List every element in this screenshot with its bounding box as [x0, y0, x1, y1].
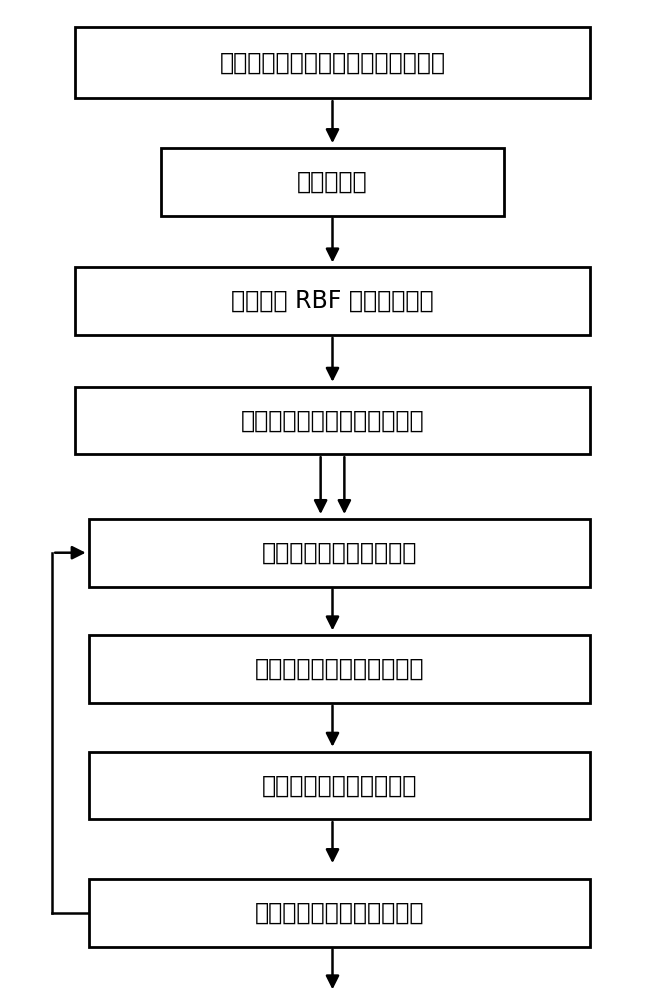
- Bar: [161, 148, 504, 216]
- Text: 计算误差矩阵和监测指标向量: 计算误差矩阵和监测指标向量: [241, 408, 424, 432]
- Text: 归一化处理: 归一化处理: [297, 170, 368, 194]
- Bar: [88, 635, 590, 703]
- Bar: [75, 27, 590, 98]
- Text: 搭建稀疏 RBF 神经网络模型: 搭建稀疏 RBF 神经网络模型: [231, 289, 434, 313]
- Text: 确定光伏电板可测量数据并采集数据: 确定光伏电板可测量数据并采集数据: [219, 50, 446, 74]
- Bar: [75, 387, 590, 454]
- Bar: [88, 519, 590, 587]
- Text: 归一化处理后当成输入向量: 归一化处理后当成输入向量: [254, 657, 424, 681]
- Bar: [75, 267, 590, 335]
- Text: 计算输出向量与监测指标: 计算输出向量与监测指标: [261, 773, 417, 797]
- Bar: [88, 752, 590, 819]
- Text: 最新采样时刻的样本数据: 最新采样时刻的样本数据: [261, 541, 417, 565]
- Bar: [88, 879, 590, 947]
- Text: 判断决策运行状态是否异常: 判断决策运行状态是否异常: [254, 901, 424, 925]
